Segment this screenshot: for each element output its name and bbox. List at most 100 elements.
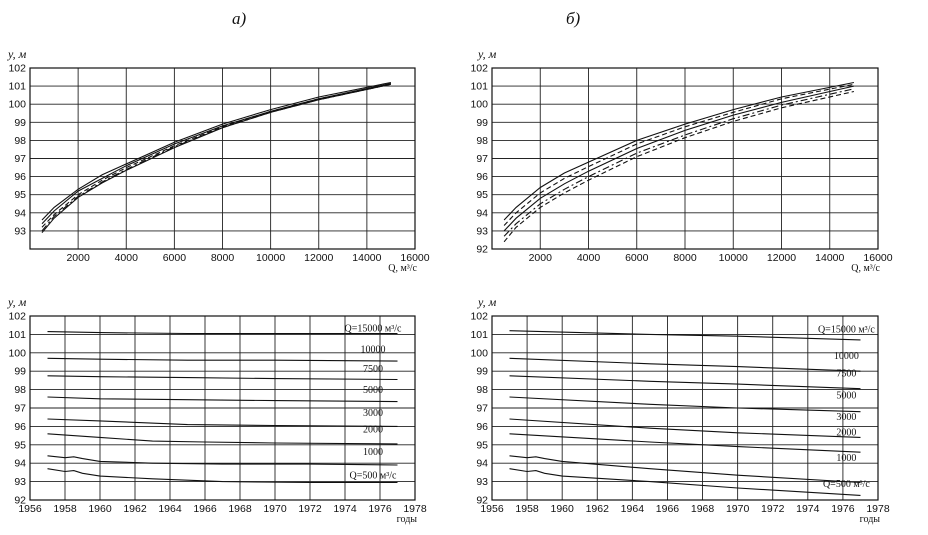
series-line-4	[509, 418, 861, 438]
y-tick-label: 97	[14, 403, 26, 415]
y-tick-label: 92	[476, 495, 488, 507]
plot-frame	[29, 315, 416, 501]
series-annotation: 2000	[836, 427, 856, 438]
x-tick-label: 1978	[866, 503, 890, 515]
x-tick-label: 1974	[796, 503, 820, 515]
y-axis-label: y, м	[477, 47, 497, 61]
x-tick-label: 12000	[304, 252, 333, 264]
x-tick-label: 1958	[515, 503, 539, 515]
x-tick-label: 1974	[333, 503, 357, 515]
x-tick-label: 14000	[352, 252, 381, 264]
y-tick-label: 100	[470, 99, 488, 111]
x-tick-label: 1966	[656, 503, 680, 515]
series-annotation: 10000	[834, 351, 859, 362]
series-line-6	[509, 455, 861, 484]
x-tick-label: 1972	[298, 503, 322, 515]
x-tick-label: 4000	[577, 252, 601, 264]
x-tick-label: 10000	[719, 252, 748, 264]
x-tick-label: 1956	[480, 503, 504, 515]
series-line-4	[41, 83, 392, 234]
x-tick-label: 1960	[88, 503, 112, 515]
x-axis-label: годы	[860, 514, 881, 525]
y-axis-label: y, м	[477, 295, 497, 309]
chart-panel-3: 92 93 94 95 96 97 98 99 100 101 102 1956 1958 1960 196…	[470, 295, 889, 525]
y-tick-label: 92	[14, 495, 26, 507]
y-tick-label: 93	[14, 225, 26, 237]
x-tick-label: 1970	[263, 503, 287, 515]
plot-frame	[29, 67, 416, 250]
y-tick-label: 93	[476, 225, 488, 237]
y-tick-label: 100	[8, 347, 26, 359]
series-line-3	[47, 396, 398, 403]
y-tick-label: 97	[476, 153, 488, 165]
series-line-3	[509, 396, 861, 413]
y-tick-label: 98	[14, 384, 26, 396]
y-tick-label: 100	[8, 99, 26, 111]
x-tick-label: 1962	[586, 503, 610, 515]
y-tick-label: 96	[476, 421, 488, 433]
x-tick-label: 1964	[158, 503, 182, 515]
y-tick-label: 96	[476, 171, 488, 183]
x-tick-label: 16000	[400, 252, 429, 264]
series-annotation: Q=500 м³/с	[823, 479, 870, 490]
series-line-3	[41, 83, 392, 232]
series-annotation: 5000	[836, 391, 856, 402]
y-tick-label: 101	[470, 329, 488, 341]
y-tick-label: 95	[14, 439, 26, 451]
x-tick-label: 12000	[767, 252, 796, 264]
series-line-1	[509, 357, 861, 372]
y-tick-label: 98	[476, 384, 488, 396]
x-axis-label: Q, м³/с	[851, 263, 880, 274]
x-tick-label: 1978	[403, 503, 427, 515]
series-line-5	[509, 433, 861, 453]
series-annotation: 3000	[836, 412, 856, 423]
series-line-2	[503, 85, 855, 232]
y-tick-label: 93	[476, 476, 488, 488]
x-tick-label: 1966	[193, 503, 217, 515]
x-axis-label: годы	[397, 514, 418, 525]
series-line-2	[41, 83, 392, 228]
series-annotation: 7500	[363, 364, 383, 375]
x-tick-label: 1960	[551, 503, 575, 515]
series-annotation: 5000	[363, 385, 383, 396]
x-tick-label: 10000	[256, 252, 285, 264]
x-tick-label: 1956	[18, 503, 42, 515]
series-line-0	[509, 330, 861, 341]
x-axis-label: Q, м³/с	[388, 263, 417, 274]
y-tick-label: 97	[14, 153, 26, 165]
y-tick-label: 102	[470, 311, 488, 323]
y-tick-label: 94	[476, 458, 488, 470]
x-tick-label: 1970	[726, 503, 750, 515]
series-annotation: 10000	[361, 345, 386, 356]
x-tick-label: 14000	[815, 252, 844, 264]
x-tick-label: 1968	[691, 503, 715, 515]
x-tick-label: 1964	[621, 503, 645, 515]
x-tick-label: 6000	[625, 252, 649, 264]
x-tick-label: 1962	[123, 503, 147, 515]
y-axis-label: y, м	[7, 295, 27, 309]
chart-panel-0: 93 94 95 96 97 98 99 100 101 102 2000 4000 6000 8000 1…	[7, 47, 430, 274]
x-tick-label: 1976	[368, 503, 392, 515]
x-tick-label: 1958	[53, 503, 77, 515]
y-tick-label: 96	[14, 171, 26, 183]
series-line-3	[503, 88, 855, 237]
x-tick-label: 6000	[163, 252, 187, 264]
x-tick-label: 2000	[529, 252, 553, 264]
y-tick-label: 94	[476, 207, 488, 219]
y-tick-label: 100	[470, 347, 488, 359]
series-annotation: 1000	[363, 447, 383, 458]
y-tick-label: 98	[14, 135, 26, 147]
y-tick-label: 99	[476, 117, 488, 129]
series-line-2	[509, 375, 861, 390]
y-tick-label: 95	[14, 189, 26, 201]
y-tick-label: 95	[476, 439, 488, 451]
x-tick-label: 8000	[673, 252, 697, 264]
series-line-0	[47, 331, 398, 335]
series-annotation: 3000	[363, 408, 383, 419]
panel-a-label: а)	[232, 9, 247, 28]
series-annotation: Q=15000 м³/с	[345, 323, 402, 334]
y-tick-label: 94	[14, 458, 26, 470]
series-line-1	[503, 83, 855, 226]
series-annotation: 1000	[836, 453, 856, 464]
y-tick-label: 102	[8, 63, 26, 75]
